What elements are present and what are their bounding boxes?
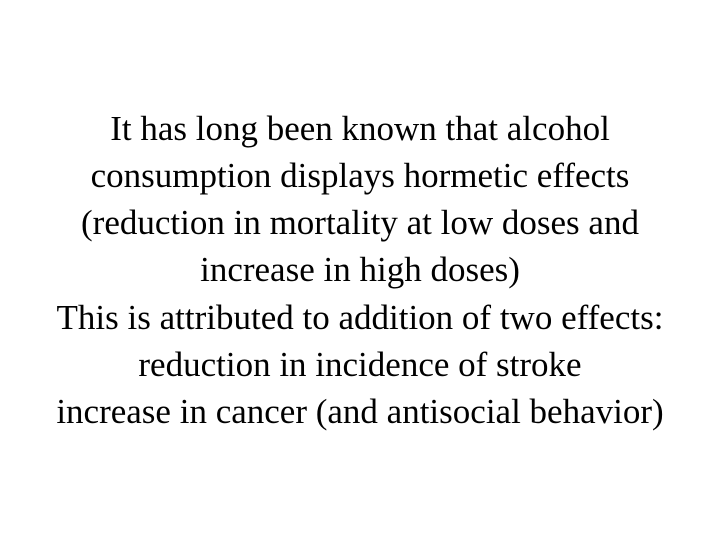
paragraph-3: reduction in incidence of stroke <box>30 341 690 388</box>
paragraph-2: This is attributed to addition of two ef… <box>30 294 690 341</box>
slide-text-block: It has long been known that alcohol cons… <box>0 95 720 446</box>
paragraph-4: increase in cancer (and antisocial behav… <box>30 388 690 435</box>
paragraph-1: It has long been known that alcohol cons… <box>30 105 690 294</box>
